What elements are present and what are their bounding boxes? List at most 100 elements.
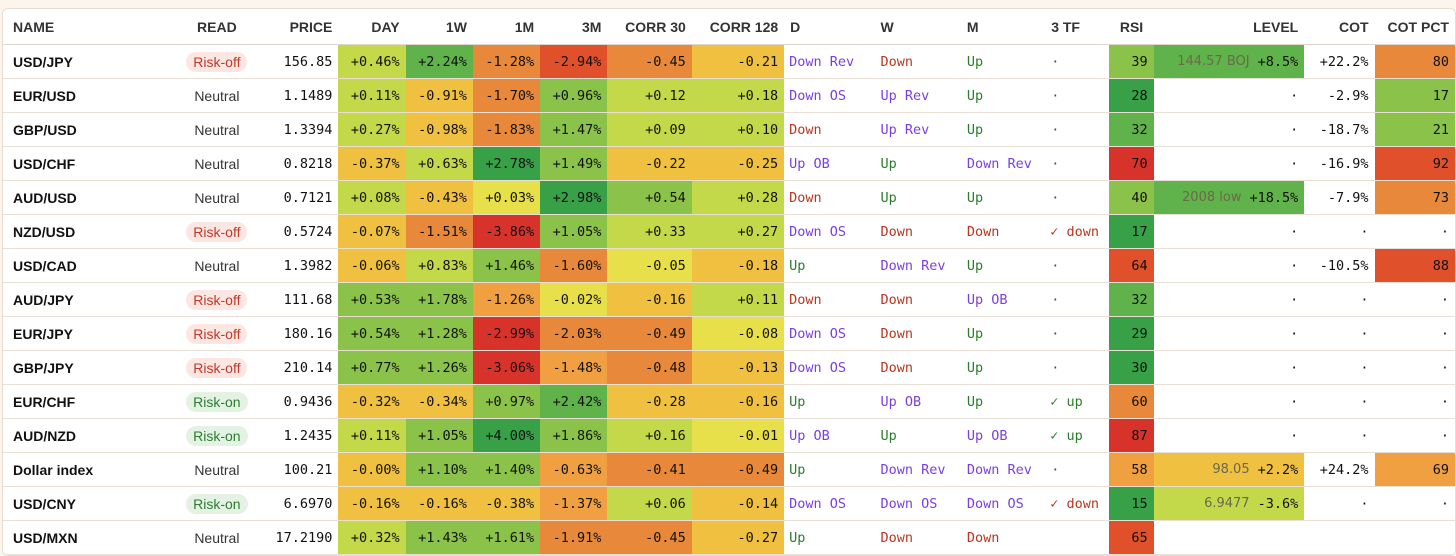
month-change-cell: +1.40%: [472, 452, 541, 487]
corr128-cell: +0.10: [691, 112, 785, 147]
pair-name[interactable]: EUR/USD: [3, 78, 166, 113]
pair-name[interactable]: GBP/USD: [3, 112, 166, 147]
table-row[interactable]: EUR/USD Neutral 1.1489 +0.11% -0.91% -1.70% +0…: [3, 78, 1455, 113]
read-cell: Neutral: [165, 78, 269, 113]
table-row[interactable]: AUD/NZD Risk-on 1.2435 +0.11% +1.05% +4.00% +1…: [3, 418, 1455, 453]
corr128-cell: -0.01: [691, 418, 785, 453]
table-row[interactable]: GBP/USD Neutral 1.3394 +0.27% -0.98% -1.83% +1…: [3, 112, 1455, 147]
day-change-cell: +0.32%: [338, 520, 406, 555]
table-row[interactable]: USD/CHF Neutral 0.8218 -0.37% +0.63% +2.78% +1…: [3, 146, 1455, 181]
pair-name[interactable]: EUR/CHF: [3, 384, 166, 419]
read-cell: Neutral: [165, 452, 269, 487]
pair-name[interactable]: Dollar index: [3, 452, 166, 487]
level-cell: ·: [1153, 350, 1305, 385]
trend-w-cell: Down: [870, 316, 957, 351]
three-tf-cell: ·: [1045, 316, 1110, 351]
day-change-cell: -0.07%: [338, 214, 406, 249]
day-change-cell: -0.37%: [338, 146, 406, 181]
col-header-corr30[interactable]: CORR 30: [607, 9, 692, 45]
month-change-cell: +0.97%: [472, 384, 541, 419]
read-badge: Neutral: [194, 87, 240, 104]
month-change-cell: +0.03%: [472, 180, 541, 215]
three-month-change-cell: -1.48%: [540, 350, 608, 385]
corr30-cell: +0.16: [607, 418, 692, 453]
table-row[interactable]: USD/JPY Risk-off 156.85 +0.46% +2.24% -1.28% -…: [3, 44, 1455, 79]
corr30-cell: -0.05: [607, 248, 692, 283]
corr128-cell: -0.27: [691, 520, 785, 555]
table-row[interactable]: GBP/JPY Risk-off 210.14 +0.77% +1.26% -3.06% -…: [3, 350, 1455, 385]
pair-name[interactable]: USD/MXN: [3, 520, 166, 555]
read-badge: Risk-off: [186, 323, 248, 344]
table-row[interactable]: EUR/CHF Risk-on 0.9436 -0.32% -0.34% +0.97% +2…: [3, 384, 1455, 419]
col-header-3m[interactable]: 3M: [540, 9, 608, 45]
pair-name[interactable]: USD/JPY: [3, 44, 166, 79]
level-cell: 144.57 BOJ +8.5%: [1153, 44, 1305, 79]
price-cell: 1.3394: [268, 112, 339, 147]
col-header-cot[interactable]: COT: [1304, 9, 1375, 45]
corr128-cell: +0.27: [691, 214, 785, 249]
week-change-cell: +2.24%: [405, 44, 473, 79]
pair-name[interactable]: USD/CAD: [3, 248, 166, 283]
col-header-rsi[interactable]: RSI: [1109, 9, 1154, 45]
col-header-read[interactable]: READ: [165, 9, 269, 45]
table-row[interactable]: USD/CNY Risk-on 6.6970 -0.16% -0.16% -0.38% -1…: [3, 486, 1455, 521]
level-distance: ·: [1290, 427, 1299, 444]
col-header-cot-pct[interactable]: COT PCT: [1374, 9, 1455, 45]
trend-m-cell: Up OB: [956, 418, 1046, 453]
month-change-cell: -0.38%: [472, 486, 541, 521]
level-content: ·: [1160, 427, 1299, 444]
trend-d-cell: Down OS: [784, 78, 871, 113]
cot-cell: [1304, 520, 1375, 555]
col-header-1w[interactable]: 1W: [405, 9, 473, 45]
day-change-cell: -0.06%: [338, 248, 406, 283]
level-distance: +8.5%: [1257, 53, 1299, 70]
corr30-cell: -0.22: [607, 146, 692, 181]
read-badge: Risk-on: [186, 425, 248, 446]
fx-dashboard: NAME READ PRICE DAY 1W 1M 3M CORR 30 COR…: [2, 8, 1456, 556]
table-row[interactable]: USD/MXN Neutral 17.2190 +0.32% +1.43% +1.61% -…: [3, 520, 1455, 555]
col-header-3tf[interactable]: 3 TF: [1045, 9, 1110, 45]
level-cell: ·: [1153, 112, 1305, 147]
read-badge: Neutral: [194, 155, 240, 172]
month-change-cell: +1.61%: [472, 520, 541, 555]
pair-name[interactable]: USD/CHF: [3, 146, 166, 181]
pair-name[interactable]: GBP/JPY: [3, 350, 166, 385]
table-row[interactable]: Dollar index Neutral 100.21 -0.00% +1.10% +1.…: [3, 452, 1455, 487]
table-row[interactable]: USD/CAD Neutral 1.3982 -0.06% +0.83% +1.46% -1…: [3, 248, 1455, 283]
col-header-price[interactable]: PRICE: [268, 9, 339, 45]
col-header-level[interactable]: LEVEL: [1153, 9, 1305, 45]
table-row[interactable]: NZD/USD Risk-off 0.5724 -0.07% -1.51% -3.86% +…: [3, 214, 1455, 249]
col-header-name[interactable]: NAME: [3, 9, 166, 45]
pair-name[interactable]: AUD/NZD: [3, 418, 166, 453]
price-cell: 0.8218: [268, 146, 339, 181]
read-badge: Risk-off: [186, 221, 248, 242]
col-header-m[interactable]: M: [956, 9, 1046, 45]
col-header-1m[interactable]: 1M: [472, 9, 541, 45]
corr30-cell: -0.45: [607, 44, 692, 79]
day-change-cell: +0.77%: [338, 350, 406, 385]
rsi-cell: 70: [1109, 146, 1154, 181]
pair-name[interactable]: EUR/JPY: [3, 316, 166, 351]
three-month-change-cell: +2.42%: [540, 384, 608, 419]
trend-m-cell: Up: [956, 78, 1046, 113]
col-header-corr128[interactable]: CORR 128: [691, 9, 785, 45]
col-header-d[interactable]: D: [784, 9, 871, 45]
table-row[interactable]: EUR/JPY Risk-off 180.16 +0.54% +1.28% -2.99% -…: [3, 316, 1455, 351]
week-change-cell: +1.43%: [405, 520, 473, 555]
corr128-cell: -0.25: [691, 146, 785, 181]
table-row[interactable]: AUD/JPY Risk-off 111.68 +0.53% +1.78% -1.26% -…: [3, 282, 1455, 317]
col-header-day[interactable]: DAY: [338, 9, 406, 45]
table-row[interactable]: AUD/USD Neutral 0.7121 +0.08% -0.43% +0.03% +2…: [3, 180, 1455, 215]
pair-name[interactable]: USD/CNY: [3, 486, 166, 521]
month-change-cell: -3.06%: [472, 350, 541, 385]
trend-m-cell: Up: [956, 44, 1046, 79]
level-cell: ·: [1153, 248, 1305, 283]
col-header-w[interactable]: W: [870, 9, 957, 45]
week-change-cell: -0.91%: [405, 78, 473, 113]
pair-name[interactable]: AUD/JPY: [3, 282, 166, 317]
level-distance: +18.5%: [1249, 189, 1299, 206]
level-cell: ·: [1153, 282, 1305, 317]
pair-name[interactable]: NZD/USD: [3, 214, 166, 249]
pair-name[interactable]: AUD/USD: [3, 180, 166, 215]
trend-d-cell: Down: [784, 112, 871, 147]
